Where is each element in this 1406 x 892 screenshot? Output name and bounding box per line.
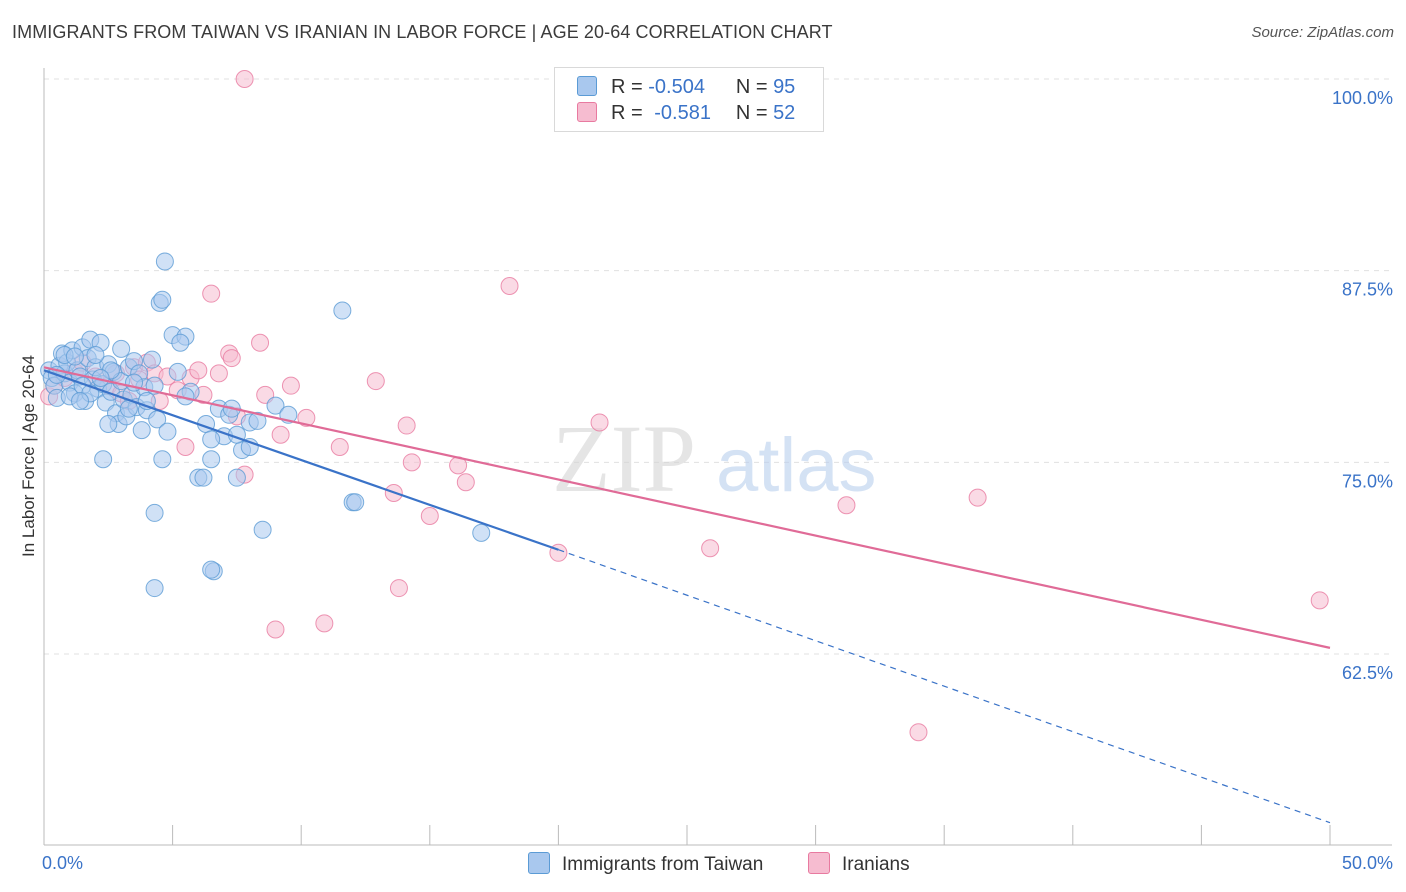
legend-swatch-taiwan — [577, 76, 597, 96]
taiwan-point — [346, 493, 365, 512]
taiwan-point — [333, 301, 352, 320]
taiwan-point — [99, 415, 118, 433]
watermark-atlas: atlas — [716, 423, 877, 508]
iranian-point — [266, 620, 285, 639]
x-tick-label: 0.0% — [42, 853, 83, 873]
iranian-point — [189, 361, 208, 380]
taiwan-point — [145, 503, 164, 522]
legend-n-label-iranian: N = — [735, 102, 768, 124]
iranian-point — [330, 438, 349, 456]
taiwan-point — [143, 350, 162, 369]
legend-n-label-taiwan: N = — [735, 76, 768, 98]
x-tick-label: 50.0% — [1342, 853, 1393, 873]
bottom-legend-taiwan: Immigrants from Taiwan — [528, 852, 763, 876]
iranian-point — [402, 453, 421, 472]
source-label: Source: ZipAtlas.com — [1251, 24, 1394, 41]
legend-r-value-taiwan: -0.504 — [648, 76, 705, 98]
taiwan-point — [202, 450, 221, 469]
taiwan-point — [153, 450, 172, 469]
taiwan-point — [194, 468, 213, 487]
iranian-point — [397, 416, 416, 435]
iranian-point — [456, 473, 475, 492]
legend-n-value-taiwan: 95 — [773, 76, 796, 98]
iranian-point — [297, 408, 316, 427]
iranian-point — [235, 70, 254, 88]
taiwan-point — [202, 430, 221, 449]
bottom-legend-swatch-iranian — [808, 852, 830, 874]
iranian-point — [1310, 591, 1329, 610]
taiwan-point — [153, 290, 172, 309]
bottom-legend-label-taiwan: Immigrants from Taiwan — [562, 854, 764, 875]
iranian-point — [202, 284, 221, 303]
iranian-point — [701, 539, 720, 558]
iranian-point — [209, 364, 228, 383]
bottom-legend-label-iranian: Iranians — [842, 854, 910, 875]
iranian-point — [271, 425, 290, 444]
bottom-legend-iranian: Iranians — [808, 852, 910, 876]
taiwan-point — [202, 560, 221, 579]
taiwan-point — [248, 411, 267, 430]
taiwan-point — [94, 450, 113, 469]
taiwan-trend-line — [43, 369, 559, 551]
y-tick-label: 87.5% — [1342, 280, 1393, 300]
iranian-point — [281, 376, 300, 395]
taiwan-point — [145, 579, 164, 598]
iranian-point — [366, 372, 385, 391]
y-tick-label: 62.5% — [1342, 663, 1393, 683]
taiwan-point — [86, 346, 105, 364]
iranian-point — [176, 438, 195, 456]
taiwan-point — [266, 396, 285, 415]
legend-r-label-taiwan: R = — [611, 76, 643, 98]
taiwan-point — [112, 339, 131, 358]
legend-n-value-iranian: 52 — [773, 102, 796, 124]
taiwan-point — [227, 468, 246, 487]
chart-title: IMMIGRANTS FROM TAIWAN VS IRANIAN IN LAB… — [12, 22, 833, 42]
taiwan-point — [171, 333, 190, 352]
legend-r-value-iranian: -0.581 — [654, 102, 711, 124]
taiwan-point — [71, 392, 90, 410]
iranian-point — [389, 579, 408, 598]
iranian-point — [420, 507, 439, 525]
iranian-trend-line — [43, 366, 1331, 649]
legend-row-iranian: R = -0.581 N = 52 — [577, 102, 795, 126]
y-tick-label: 100.0% — [1332, 88, 1393, 108]
iranian-point — [590, 413, 609, 432]
legend-row-taiwan: R = -0.504 N = 95 — [577, 76, 795, 100]
iranian-point — [222, 349, 241, 368]
legend-swatch-iranian — [577, 102, 597, 122]
bottom-legend-swatch-taiwan — [528, 852, 550, 874]
taiwan-point — [155, 252, 174, 271]
taiwan-point — [472, 523, 491, 542]
iranian-point — [837, 496, 856, 515]
y-tick-label: 75.0% — [1342, 471, 1393, 491]
iranian-point — [968, 488, 987, 507]
iranian-point — [909, 723, 928, 742]
watermark-zip: ZIP — [552, 405, 696, 512]
iranian-point — [251, 333, 270, 352]
taiwan-point — [65, 347, 84, 366]
taiwan-point — [253, 520, 272, 539]
correlation-legend: R = -0.504 N = 95 R = -0.581 N = 52 — [554, 67, 824, 132]
taiwan-trend-extension — [558, 549, 1331, 824]
taiwan-point — [168, 362, 187, 381]
y-axis-label: In Labor Force | Age 20-64 — [19, 355, 38, 557]
taiwan-point — [158, 422, 177, 441]
iranian-point — [315, 614, 334, 633]
taiwan-point — [132, 421, 151, 440]
legend-r-label-iranian: R = — [611, 102, 643, 124]
iranian-point — [500, 277, 519, 295]
